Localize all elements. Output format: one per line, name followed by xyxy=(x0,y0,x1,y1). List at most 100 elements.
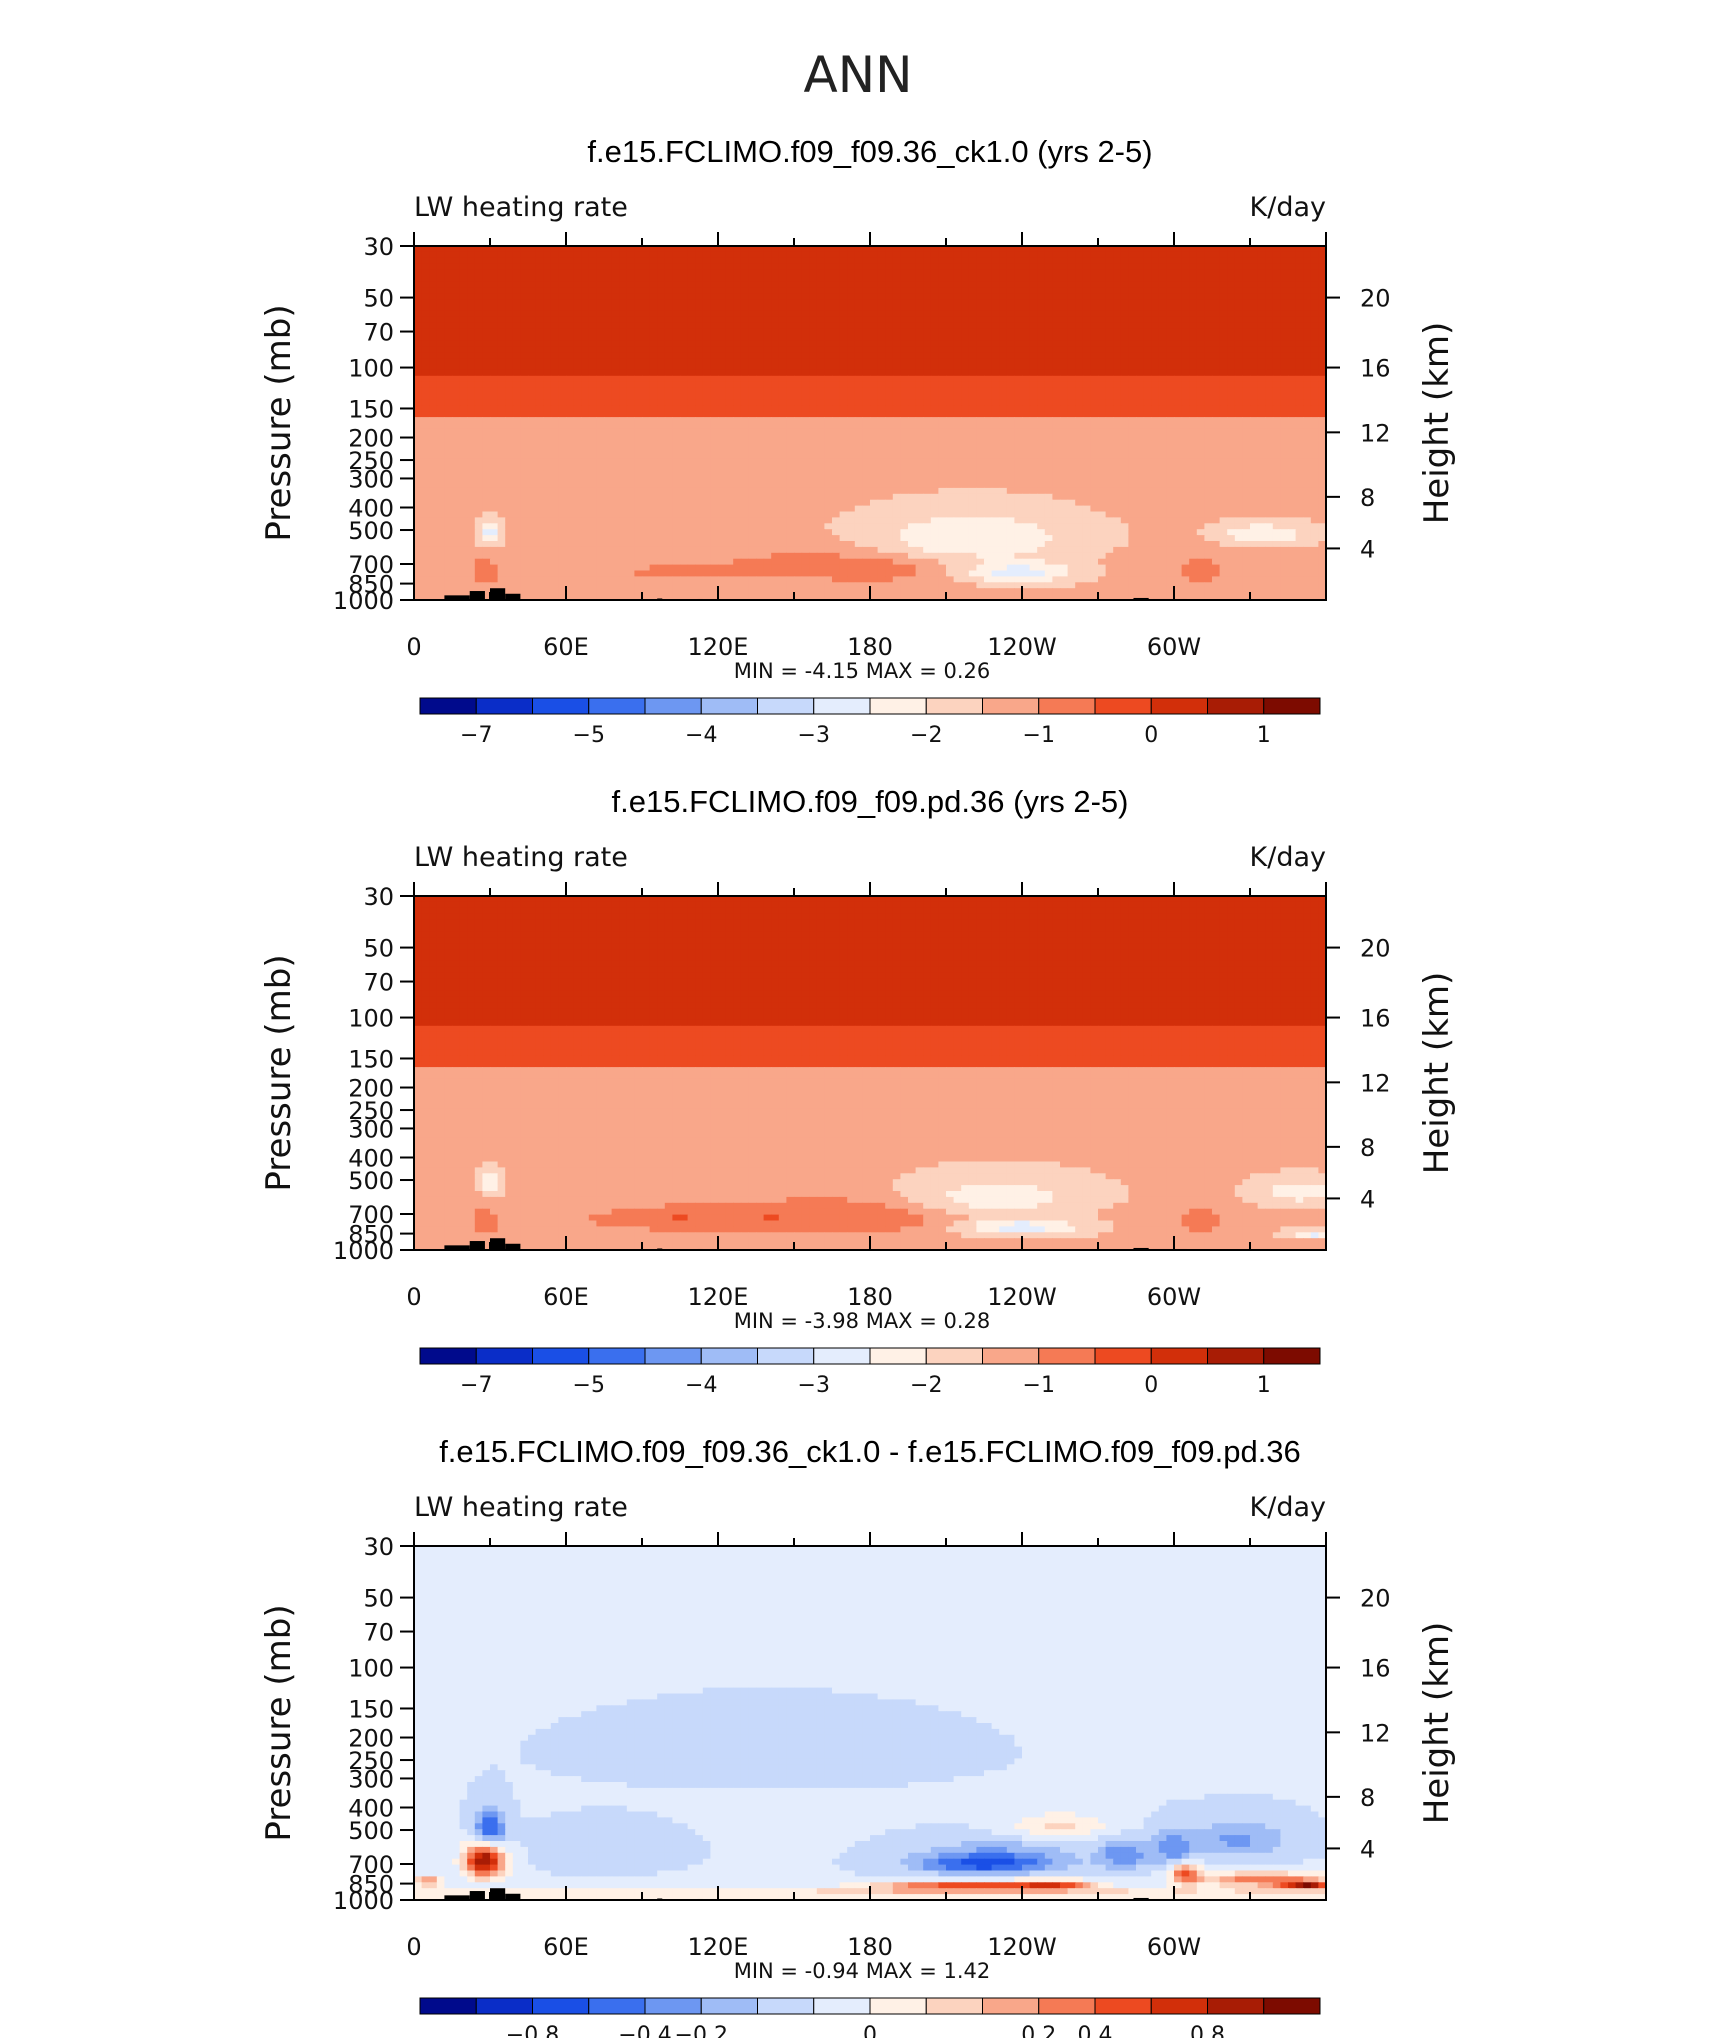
y-right-tick-label: 4 xyxy=(1360,1835,1375,1863)
y-tick-label: 400 xyxy=(348,1144,394,1172)
colorbar-tick-label: −3 xyxy=(798,723,830,748)
x-tick-label: 60E xyxy=(543,1283,589,1311)
y-right-tick-label: 4 xyxy=(1360,1185,1375,1213)
colorbar-tick-label: 0 xyxy=(863,2023,877,2038)
y-right-tick-label: 12 xyxy=(1360,419,1391,447)
y-tick-label: 200 xyxy=(348,1725,394,1753)
x-tick-label: 120E xyxy=(688,1283,749,1311)
y-right-tick-label: 4 xyxy=(1360,535,1375,563)
contour-field xyxy=(414,246,1327,601)
panel-1: f.e15.FCLIMO.f09_f09.36_ck1.0 (yrs 2-5) L… xyxy=(259,134,1457,748)
y-right-tick-label: 20 xyxy=(1360,935,1391,963)
y-tick-label: 400 xyxy=(348,1794,394,1822)
y-axis-title: Pressure (mb) xyxy=(259,304,299,541)
colorbar-tick-label: 0.2 xyxy=(1021,2023,1056,2038)
colorbar-tick-label: 0.4 xyxy=(1078,2023,1113,2038)
y-tick-label: 500 xyxy=(348,1167,394,1195)
y-tick-label: 200 xyxy=(348,1075,394,1103)
colorbar-tick-label: −3 xyxy=(798,1373,830,1398)
colorbar-tick-label: −0.8 xyxy=(506,2023,559,2038)
colorbar-tick-label: −5 xyxy=(573,1373,605,1398)
unit-label: K/day xyxy=(1250,842,1326,873)
y-tick-label: 50 xyxy=(363,935,394,963)
x-tick-label: 60W xyxy=(1147,1283,1201,1311)
colorbar-tick-label: −1 xyxy=(1023,723,1055,748)
y-tick-label: 150 xyxy=(348,395,394,423)
unit-label: K/day xyxy=(1250,1492,1326,1523)
colorbar-tick-label: −5 xyxy=(573,723,605,748)
panel-2: f.e15.FCLIMO.f09_f09.pd.36 (yrs 2-5) LW h… xyxy=(259,784,1457,1398)
colorbar-tick-label: −4 xyxy=(685,1373,717,1398)
y-tick-label: 700 xyxy=(348,1851,394,1879)
y-tick-label: 300 xyxy=(348,1765,394,1793)
colorbar-tick-label: −0.4 xyxy=(618,2023,671,2038)
x-tick-label: 120W xyxy=(987,1933,1057,1961)
y-tick-label: 250 xyxy=(348,1747,394,1775)
y-right-axis-title: Height (km) xyxy=(1417,322,1457,525)
y-right-tick-label: 8 xyxy=(1360,1784,1375,1812)
x-tick-label: 120W xyxy=(987,1283,1057,1311)
y-tick-label: 70 xyxy=(363,319,394,347)
y-tick-label: 100 xyxy=(348,1655,394,1683)
y-tick-label: 30 xyxy=(363,883,394,911)
y-tick-label: 500 xyxy=(348,1817,394,1845)
field-label: LW heating rate xyxy=(414,842,628,873)
y-right-axis-title: Height (km) xyxy=(1417,972,1457,1175)
colorbar-tick-label: −4 xyxy=(685,723,717,748)
colorbar: −0.8 −0.4 −0.2 0 0.2 0.4 0.8 xyxy=(419,1997,1321,2038)
y-axis-title: Pressure (mb) xyxy=(259,954,299,1191)
y-tick-label: 850 xyxy=(348,1221,394,1249)
x-tick-label: 180 xyxy=(847,1933,893,1961)
panel-3: f.e15.FCLIMO.f09_f09.36_ck1.0 - f.e15.FC… xyxy=(259,1434,1457,2038)
x-tick-label: 60W xyxy=(1147,633,1201,661)
contour-field xyxy=(414,896,1327,1251)
x-tick-label: 60E xyxy=(543,633,589,661)
x-axis: 0 60E 120E 180 120W 60W xyxy=(406,1532,1327,1961)
y-axis-title: Pressure (mb) xyxy=(259,1604,299,1841)
y-tick-label: 700 xyxy=(348,551,394,579)
y-tick-label: 1000 xyxy=(333,1237,394,1265)
y-tick-label: 30 xyxy=(363,1533,394,1561)
min-max-stats: MIN = -0.94 MAX = 1.42 xyxy=(734,1959,991,1983)
y-right-tick-label: 20 xyxy=(1360,1585,1391,1613)
colorbar-tick-label: −0.2 xyxy=(675,2023,728,2038)
x-tick-label: 120W xyxy=(987,633,1057,661)
y-tick-label: 150 xyxy=(348,1695,394,1723)
y-tick-label: 200 xyxy=(348,425,394,453)
y-axis-right: 20 16 12 8 4 xyxy=(1326,285,1391,563)
y-tick-label: 250 xyxy=(348,1097,394,1125)
x-tick-label: 180 xyxy=(847,633,893,661)
x-tick-label: 60W xyxy=(1147,1933,1201,1961)
colorbar: −7 −5 −4 −3 −2 −1 0 1 xyxy=(419,697,1321,748)
x-tick-label: 60E xyxy=(543,1933,589,1961)
min-max-stats: MIN = -3.98 MAX = 0.28 xyxy=(734,1309,991,1333)
y-tick-label: 500 xyxy=(348,517,394,545)
x-tick-label: 0 xyxy=(406,1283,421,1311)
colorbar-tick-label: 0.8 xyxy=(1190,2023,1225,2038)
panel-title: f.e15.FCLIMO.f09_f09.pd.36 (yrs 2-5) xyxy=(612,784,1129,819)
x-tick-label: 120E xyxy=(688,1933,749,1961)
field-label: LW heating rate xyxy=(414,1492,628,1523)
x-tick-label: 180 xyxy=(847,1283,893,1311)
y-right-tick-label: 12 xyxy=(1360,1069,1391,1097)
unit-label: K/day xyxy=(1250,192,1326,223)
y-tick-label: 50 xyxy=(363,1585,394,1613)
y-right-tick-label: 12 xyxy=(1360,1719,1391,1747)
y-tick-label: 100 xyxy=(348,355,394,383)
y-tick-label: 70 xyxy=(363,969,394,997)
y-tick-label: 150 xyxy=(348,1045,394,1073)
colorbar-tick-label: 0 xyxy=(1144,723,1158,748)
x-tick-label: 0 xyxy=(406,1933,421,1961)
x-axis: 0 60E 120E 180 120W 60W xyxy=(406,882,1327,1311)
y-right-tick-label: 16 xyxy=(1360,1005,1391,1033)
y-right-tick-label: 16 xyxy=(1360,355,1391,383)
colorbar-tick-label: 1 xyxy=(1257,723,1271,748)
y-right-tick-label: 16 xyxy=(1360,1655,1391,1683)
contour-field xyxy=(414,1546,1327,1901)
colorbar-tick-label: 1 xyxy=(1257,1373,1271,1398)
y-right-tick-label: 8 xyxy=(1360,484,1375,512)
y-axis-right: 20 16 12 8 4 xyxy=(1326,935,1391,1213)
y-right-tick-label: 20 xyxy=(1360,285,1391,313)
